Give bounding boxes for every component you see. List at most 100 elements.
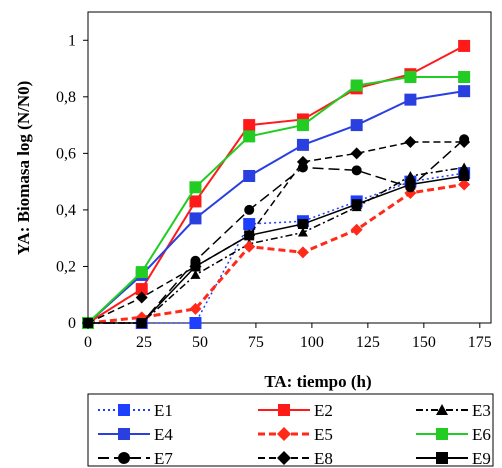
y-tick-label: 0,6: [56, 145, 76, 162]
data-point-e3: [405, 170, 416, 180]
series-line-e3: [88, 166, 465, 324]
series-line-e5: [87, 182, 465, 325]
data-point-e8: [135, 291, 148, 304]
data-point-e6: [404, 71, 417, 84]
data-point-e9: [405, 179, 416, 190]
series-line-e8: [87, 141, 465, 324]
data-point-e8: [350, 147, 363, 160]
y-tick-label: 1: [68, 32, 76, 49]
data-point-e7: [118, 452, 130, 464]
data-point-e3: [436, 404, 448, 415]
legend-box: [87, 393, 494, 467]
legend-label: E9: [472, 449, 491, 468]
data-point-e6: [458, 71, 471, 84]
data-point-e2: [458, 39, 471, 52]
data-point-e8: [296, 155, 309, 168]
data-point-e7: [244, 204, 255, 215]
data-point-e6: [350, 79, 363, 92]
series-line-e6: [87, 76, 465, 324]
legend-label: E1: [154, 401, 173, 420]
legend-item-e8: E8: [258, 449, 333, 468]
data-point-e9: [351, 199, 362, 210]
data-point-e5: [350, 223, 363, 236]
legend-item-e5: E5: [258, 425, 333, 444]
data-point-e4: [458, 85, 471, 98]
data-point-e6: [436, 428, 448, 440]
data-point-e1: [118, 404, 130, 416]
data-point-e2: [135, 283, 148, 296]
data-point-e4: [404, 93, 417, 106]
data-point-e9: [244, 230, 255, 241]
x-tick-label: 0: [84, 334, 92, 351]
data-point-e5: [189, 302, 202, 315]
data-point-e2: [189, 195, 202, 208]
legend-label: E3: [472, 401, 491, 420]
legend: E1 E2 E3 E4 E5 E6 E7 E8 E9: [87, 393, 494, 468]
data-point-e6: [189, 181, 202, 194]
x-tick-label: 125: [356, 334, 380, 351]
y-tick-label: 0,4: [56, 202, 76, 219]
data-point-e2: [278, 404, 290, 416]
data-point-e3: [459, 162, 470, 172]
y-axis-title: YA: Biomasa log (N/N0): [14, 81, 33, 256]
x-tick-label: 175: [468, 334, 492, 351]
data-point-e2: [243, 119, 256, 132]
legend-item-e6: E6: [416, 425, 491, 444]
data-point-e9: [190, 261, 201, 272]
series-e9: [83, 170, 470, 328]
series-line-e9: [88, 175, 465, 324]
data-point-e6: [296, 119, 309, 132]
series-line-e4: [87, 90, 465, 324]
data-point-e6: [135, 266, 148, 279]
data-point-e8: [404, 136, 417, 149]
data-point-e5: [277, 427, 291, 441]
legend-item-e7: E7: [98, 449, 173, 468]
data-point-e8: [458, 136, 471, 149]
x-tick-label: 75: [248, 334, 264, 351]
data-point-e9: [459, 170, 470, 181]
data-point-e7: [351, 165, 362, 176]
series-layer: [82, 39, 471, 329]
data-point-e5: [296, 246, 309, 259]
data-point-e1: [189, 317, 202, 329]
data-point-e3: [190, 269, 201, 279]
axes: 0 25 50 75 100 125 150 175 0 0,2 0,4 0,6 0,8 1: [56, 32, 492, 351]
data-point-e3: [297, 227, 308, 237]
x-tick-label: 50: [192, 334, 208, 351]
legend-item-e2: E2: [258, 401, 333, 420]
data-point-e8: [277, 451, 291, 465]
data-point-e4: [118, 428, 130, 440]
x-tick-label: 150: [412, 334, 436, 351]
data-point-e5: [458, 178, 471, 191]
y-tick-label: 0,8: [56, 89, 76, 106]
legend-item-e1: E1: [98, 401, 173, 420]
legend-item-e9: E9: [416, 449, 491, 468]
legend-item-e3: E3: [416, 401, 491, 420]
y-tick-label: 0: [68, 315, 76, 332]
data-point-e4: [189, 212, 202, 225]
plot-area: [87, 11, 492, 324]
data-point-e9: [136, 318, 147, 328]
legend-label: E2: [314, 401, 333, 420]
legend-label: E4: [154, 425, 173, 444]
series-line-e1: [88, 172, 465, 324]
legend-label: E5: [314, 425, 333, 444]
legend-item-e4: E4: [98, 425, 173, 444]
x-tick-label: 25: [136, 334, 152, 351]
data-point-e6: [243, 130, 256, 143]
series-line-e2: [87, 45, 465, 324]
x-axis-title: TA: tiempo (h): [264, 372, 371, 391]
data-point-e5: [243, 240, 256, 253]
data-point-e1: [243, 218, 256, 231]
x-tick-label: 100: [300, 334, 324, 351]
data-point-e4: [296, 138, 309, 151]
legend-label: E6: [472, 425, 491, 444]
data-point-e9: [83, 318, 93, 328]
y-tick-label: 0,2: [56, 258, 76, 275]
legend-label: E8: [314, 449, 333, 468]
data-point-e9: [436, 452, 448, 464]
data-point-e4: [243, 169, 256, 182]
data-point-e9: [297, 219, 308, 230]
data-point-e4: [350, 119, 363, 132]
